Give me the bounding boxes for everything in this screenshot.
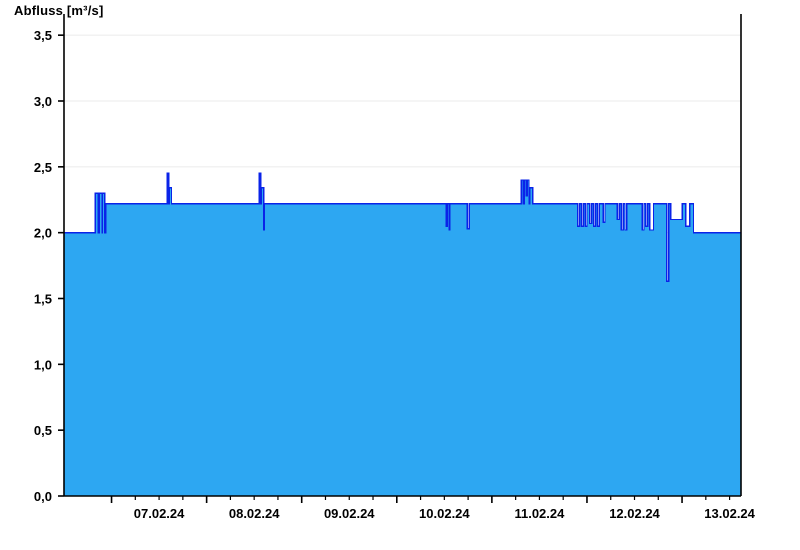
svg-text:09.02.24: 09.02.24 (324, 506, 375, 521)
svg-text:2,0: 2,0 (34, 226, 52, 241)
svg-text:1,5: 1,5 (34, 292, 52, 307)
svg-text:13.02.24: 13.02.24 (704, 506, 755, 521)
data-area-fill (64, 173, 741, 497)
svg-text:12.02.24: 12.02.24 (609, 506, 660, 521)
axes (63, 14, 742, 497)
svg-text:10.02.24: 10.02.24 (419, 506, 470, 521)
y-tick-labels: 0,0 0,5 1,0 1,5 2,0 2,5 3,0 3,5 (34, 28, 52, 504)
x-axis-ticks (110, 496, 731, 503)
svg-text:08.02.24: 08.02.24 (229, 506, 280, 521)
y-axis-title: Abfluss [m³/s] (14, 3, 104, 18)
svg-text:11.02.24: 11.02.24 (514, 506, 565, 521)
data-line (64, 172, 741, 283)
svg-text:0,0: 0,0 (34, 489, 52, 504)
svg-text:3,0: 3,0 (34, 94, 52, 109)
svg-text:07.02.24: 07.02.24 (134, 506, 185, 521)
x-tick-labels: 07.02.24 08.02.24 09.02.24 10.02.24 11.02.24… (134, 506, 756, 521)
svg-text:1,0: 1,0 (34, 357, 52, 372)
y-axis-ticks (58, 34, 64, 497)
svg-text:2,5: 2,5 (34, 160, 52, 175)
svg-text:0,5: 0,5 (34, 423, 52, 438)
svg-text:3,5: 3,5 (34, 28, 52, 43)
